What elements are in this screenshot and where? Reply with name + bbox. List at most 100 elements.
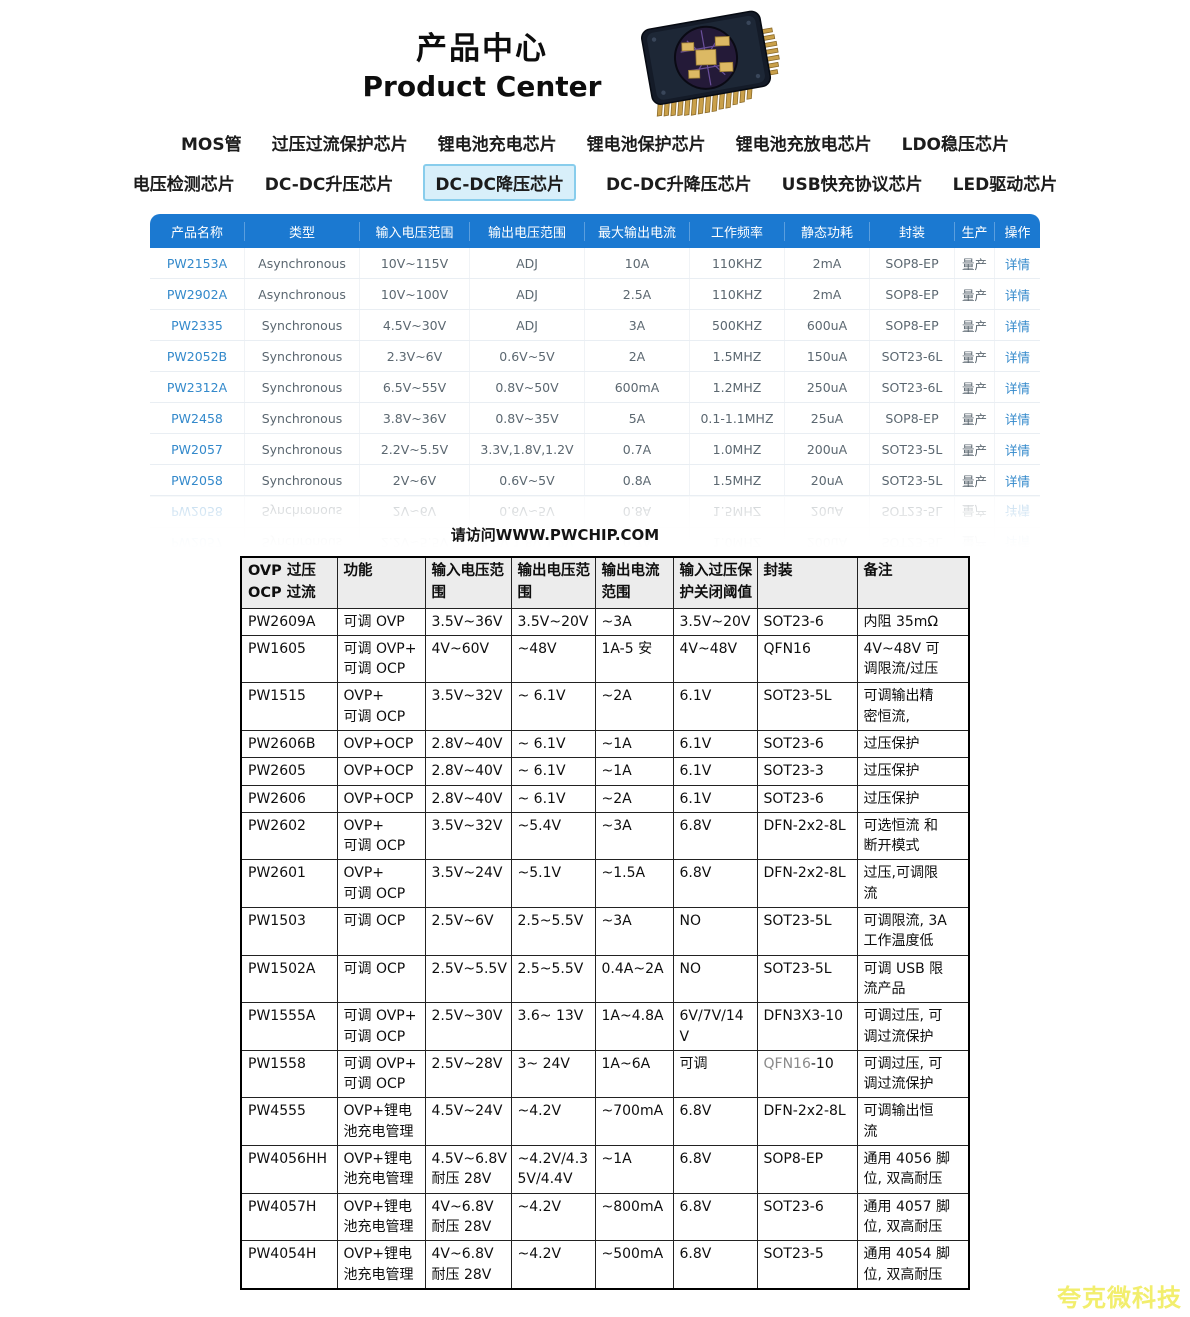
spec-cell: ~48V: [510, 634, 596, 684]
spec-row: PW1502A 可调 OCP 2.5V~5.5V 2.5~5.5V 0.4A~2A NO S…: [240, 954, 970, 1004]
detail-link[interactable]: 详情: [1004, 473, 1030, 489]
spec-cell: SOT23-5L: [756, 682, 858, 731]
detail-link[interactable]: 详情: [1004, 442, 1030, 458]
spec-cell: ~ 6.1V: [510, 682, 596, 731]
product-name-link[interactable]: PW2057: [150, 434, 245, 464]
detail-link[interactable]: 详情: [1004, 256, 1030, 272]
spec-cell: 2.5~5.5V: [510, 907, 596, 956]
page-subtitle: Product Center: [362, 70, 602, 103]
spec-cell: OVP+锂电 池充电管理: [336, 1240, 426, 1290]
product-cell: 200uA: [785, 434, 870, 464]
spec-product-name: PW4054H: [240, 1240, 338, 1290]
spec-col-header-4: 输出电流 范围: [594, 556, 674, 609]
nav-item-r2-2[interactable]: DC-DC降压芯片: [423, 163, 577, 201]
spec-product-name: PW1555A: [240, 1002, 338, 1051]
product-name-link[interactable]: PW2058: [150, 465, 245, 495]
spec-cell: 6.1V: [672, 682, 758, 731]
nav-item-r1-3[interactable]: 锂电池保护芯片: [586, 134, 706, 155]
spec-cell: DFN-2x2-8L: [756, 811, 858, 861]
product-cell: 1.0MHZ: [690, 434, 785, 464]
spec-cell: 可调 OVP: [336, 607, 426, 636]
spec-cell: OVP+OCP: [336, 729, 426, 759]
spec-cell: OVP+ 可调 OCP: [336, 859, 426, 909]
product-cell: 1.5MHZ: [690, 465, 785, 495]
spec-row: PW2606B OVP+OCP 2.8V~40V ~ 6.1V ~1A 6.1V SOT23…: [240, 729, 970, 759]
spec-cell: SOT23-6: [756, 1192, 858, 1242]
nav-item-r1-5[interactable]: LDO稳压芯片: [901, 134, 1010, 155]
nav-item-r2-3[interactable]: DC-DC升降压芯片: [606, 174, 752, 195]
spec-cell: 可调输出精 密恒流,: [856, 682, 970, 731]
nav-item-r2-4[interactable]: USB快充协议芯片: [781, 174, 923, 195]
nav-item-r1-4[interactable]: 锂电池充放电芯片: [735, 134, 872, 155]
product-name-link[interactable]: PW2153A: [150, 248, 245, 278]
spec-product-name: PW1502A: [240, 954, 338, 1004]
spec-cell: ~800mA: [594, 1192, 674, 1242]
spec-cell: 4V~60V: [424, 634, 512, 684]
nav-item-r2-5[interactable]: LED驱动芯片: [952, 174, 1058, 195]
product-cell: 6.5V~55V: [360, 372, 470, 402]
spec-cell: OVP+OCP: [336, 757, 426, 786]
spec-cell: OVP+锂电 池充电管理: [336, 1145, 426, 1194]
spec-cell: 可调输出恒 流: [856, 1097, 970, 1147]
spec-cell: ~4.2V: [510, 1240, 596, 1290]
spec-cell: 可调过压, 可 调过流保护: [856, 1002, 970, 1051]
product-cell: Synchronous: [245, 434, 360, 464]
spec-cell: ~ 6.1V: [510, 784, 596, 813]
spec-cell: NO: [672, 954, 758, 1004]
spec-row: PW2606 OVP+OCP 2.8V~40V ~ 6.1V ~2A 6.1V SOT23-…: [240, 784, 970, 813]
spec-cell: 2.5V~30V: [424, 1002, 512, 1051]
product-cell: Synchronous: [245, 403, 360, 433]
spec-cell: SOT23-6: [756, 729, 858, 759]
detail-link[interactable]: 详情: [1004, 349, 1030, 365]
spec-row: PW1558 可调 OVP+ 可调 OCP 2.5V~28V 3~ 24V 1A~6A 可…: [240, 1049, 970, 1099]
product-name-link[interactable]: PW2312A: [150, 372, 245, 402]
spec-cell: DFN-2x2-8L: [756, 859, 858, 909]
detail-link[interactable]: 详情: [1004, 287, 1030, 303]
nav-item-r1-2[interactable]: 锂电池充电芯片: [437, 134, 557, 155]
spec-product-name: PW2601: [240, 859, 338, 909]
product-col-header-0: 产品名称: [150, 221, 245, 241]
spec-row: PW4057H OVP+锂电 池充电管理 4V~6.8V 耐压 28V ~4.2V ~8…: [240, 1192, 970, 1242]
detail-link[interactable]: 详情: [1004, 380, 1030, 396]
product-cell: 0.7A: [585, 434, 690, 464]
spec-product-name: PW1503: [240, 907, 338, 956]
product-name-link[interactable]: PW2335: [150, 310, 245, 340]
spec-cell: 2.5~5.5V: [510, 954, 596, 1004]
spec-product-name: PW2606: [240, 784, 338, 813]
product-col-header-7: 封装: [870, 221, 955, 241]
spec-cell: ~4.2V: [510, 1097, 596, 1147]
spec-product-name: PW1605: [240, 634, 338, 684]
nav-item-r2-1[interactable]: DC-DC升压芯片: [264, 174, 394, 195]
product-col-header-1: 类型: [245, 221, 360, 241]
nav-item-r1-1[interactable]: 过压过流保护芯片: [271, 134, 408, 155]
product-cell: 2.2V~5.5V: [360, 434, 470, 464]
product-cell: 量产: [955, 310, 995, 340]
spec-cell: 4.5V~6.8V 耐压 28V: [424, 1145, 512, 1194]
spec-cell: 过压保护: [856, 784, 970, 813]
product-cell: 量产: [955, 434, 995, 464]
nav-item-r1-0[interactable]: MOS管: [180, 134, 242, 155]
spec-row: PW2601 OVP+ 可调 OCP 3.5V~24V ~5.1V ~1.5A 6.8V D…: [240, 859, 970, 909]
product-cell: 1.5MHZ: [690, 341, 785, 371]
product-cell: SOP8-EP: [870, 279, 955, 309]
spec-table-header: OVP 过压 OCP 过流 功能 输入电压范 围输出电压范 围输出电流 范围 输入过压…: [240, 556, 970, 609]
product-name-link[interactable]: PW2052B: [150, 341, 245, 371]
detail-link[interactable]: 详情: [1004, 318, 1030, 334]
product-col-header-6: 静态功耗: [785, 221, 870, 241]
spec-cell: ~3A: [594, 811, 674, 861]
spec-cell: 6.8V: [672, 811, 758, 861]
spec-product-name: PW1558: [240, 1049, 338, 1099]
product-table: 产品名称 类型 输入电压范围 输出电压范围 最大输出电流 工作频率 静态功耗 封装 生产 操作 P…: [150, 214, 1040, 548]
spec-cell: 可调 OVP+ 可调 OCP: [336, 634, 426, 684]
spec-cell: QFN16: [756, 634, 858, 684]
spec-cell: 过压保护: [856, 729, 970, 759]
product-cell: Synchronous: [245, 465, 360, 495]
spec-cell: 6.1V: [672, 757, 758, 786]
detail-link[interactable]: 详情: [1004, 411, 1030, 427]
product-name-link[interactable]: PW2902A: [150, 279, 245, 309]
product-name-link[interactable]: PW2458: [150, 403, 245, 433]
spec-cell: ~1A: [594, 757, 674, 786]
nav-item-r2-0[interactable]: 电压检测芯片: [132, 174, 235, 195]
